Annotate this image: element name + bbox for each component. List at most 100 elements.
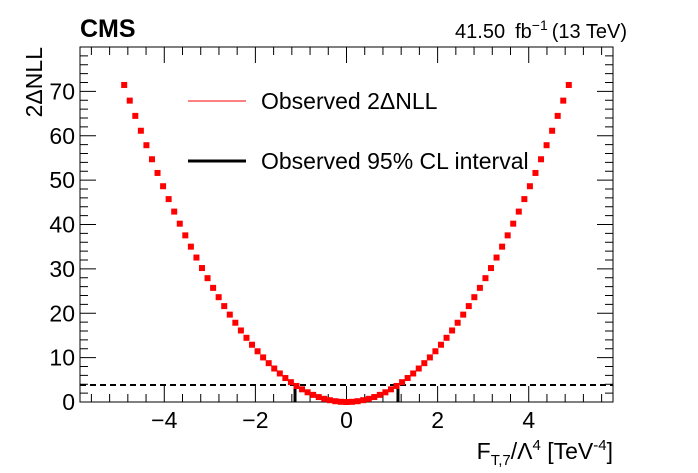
curve-point [187, 243, 194, 250]
curve-point [121, 81, 128, 88]
curve-point [493, 254, 500, 261]
curve-point [193, 254, 200, 261]
curve-point [343, 399, 350, 405]
curve-point [465, 303, 472, 310]
x-tick-label: −4 [151, 407, 177, 433]
curve-point [210, 284, 217, 291]
lumi-exponent: −1 [532, 17, 548, 33]
x-axis-ticks [90, 47, 603, 402]
x-tick-label: 2 [431, 407, 444, 433]
curve-point [171, 208, 178, 215]
curve-point [148, 156, 155, 163]
curve-point [226, 311, 233, 318]
y-tick-label: 60 [49, 123, 75, 149]
x-tick-label: 4 [522, 407, 535, 433]
curve-point [432, 348, 439, 355]
curve-point [321, 395, 328, 402]
x-axis-title: FT,7/Λ4 [TeV-4] [477, 437, 613, 469]
curve-point [165, 196, 172, 203]
curve-point [215, 294, 222, 301]
x-tick-label: −2 [242, 407, 268, 433]
x-title-sup-neg4: -4 [593, 437, 606, 454]
x-title-slash: /Λ [511, 438, 533, 464]
curve-point [476, 284, 483, 291]
legend: Observed 2ΔNLL Observed 95% CL interval [188, 88, 529, 174]
curve-point [521, 196, 528, 203]
y-axis-title: 2ΔNLL [21, 47, 47, 118]
y-tick-label: 0 [62, 389, 75, 415]
curve-point [426, 354, 433, 361]
curve-point [254, 348, 261, 355]
curve-point [437, 341, 444, 348]
y-axis-tick-labels: 0 10 20 30 40 50 60 70 [49, 78, 75, 415]
curve-point [415, 365, 422, 372]
curve-point [549, 127, 556, 134]
curve-point [538, 156, 545, 163]
x-title-bracket-open: [TeV [541, 438, 594, 464]
curve-point [382, 389, 389, 396]
curve-point [449, 327, 456, 334]
curve-point [265, 360, 272, 367]
curve-point [337, 398, 344, 405]
curve-point [515, 208, 522, 215]
curve-point [237, 327, 244, 334]
curve-point [410, 370, 417, 377]
y-tick-label: 30 [49, 256, 75, 282]
curve-point [154, 169, 161, 176]
curve-point [371, 394, 378, 401]
curve-point [565, 81, 572, 88]
curve-point [315, 394, 322, 401]
y-tick-label: 10 [49, 345, 75, 371]
curve-point [182, 232, 189, 239]
curve-points [121, 81, 572, 405]
curve-point [282, 375, 289, 382]
curve-point [526, 183, 533, 190]
curve-point [543, 142, 550, 149]
curve-point [471, 294, 478, 301]
curve-point [421, 360, 428, 367]
curve-point [387, 386, 394, 393]
curve-point [132, 112, 139, 119]
curve-point [276, 370, 283, 377]
curve-point [454, 319, 461, 326]
curve-point [460, 311, 467, 318]
curve-point [376, 391, 383, 398]
x-title-sup4: 4 [533, 437, 541, 454]
curve-point [204, 275, 211, 282]
curve-point [137, 127, 144, 134]
curve-point [326, 397, 333, 404]
curve-point [221, 303, 228, 310]
lumi-value: 41.50 [455, 21, 505, 43]
y-tick-label: 70 [49, 78, 75, 104]
legend-interval-label: Observed 95% CL interval [261, 148, 529, 174]
curve-point [510, 220, 517, 227]
x-title-f: F [477, 438, 491, 464]
curve-point [554, 112, 561, 119]
y-tick-label: 40 [49, 212, 75, 238]
curve-point [360, 397, 367, 404]
curve-point [332, 398, 339, 405]
y-axis-ticks [80, 46, 613, 403]
curve-point [404, 375, 411, 382]
curve-point [232, 319, 239, 326]
curve-point [304, 389, 311, 396]
curve-point [198, 265, 205, 272]
curve-point [482, 275, 489, 282]
curve-point [260, 354, 267, 361]
x-title-bracket-close: ] [607, 438, 613, 464]
curve-point [504, 232, 511, 239]
curve-point [532, 169, 539, 176]
curve-point [293, 382, 300, 389]
lumi-unit: fb [515, 21, 532, 43]
curve-point [143, 142, 150, 149]
x-title-sub: T,7 [491, 452, 511, 469]
x-axis-tick-labels: −4 −2 0 2 4 [151, 407, 535, 433]
curve-point [393, 382, 400, 389]
curve-point [299, 386, 306, 393]
y-tick-label: 20 [49, 300, 75, 326]
experiment-label: CMS [80, 15, 136, 43]
curve-point [160, 183, 167, 190]
curve-point [249, 341, 256, 348]
curve-point [287, 379, 294, 386]
